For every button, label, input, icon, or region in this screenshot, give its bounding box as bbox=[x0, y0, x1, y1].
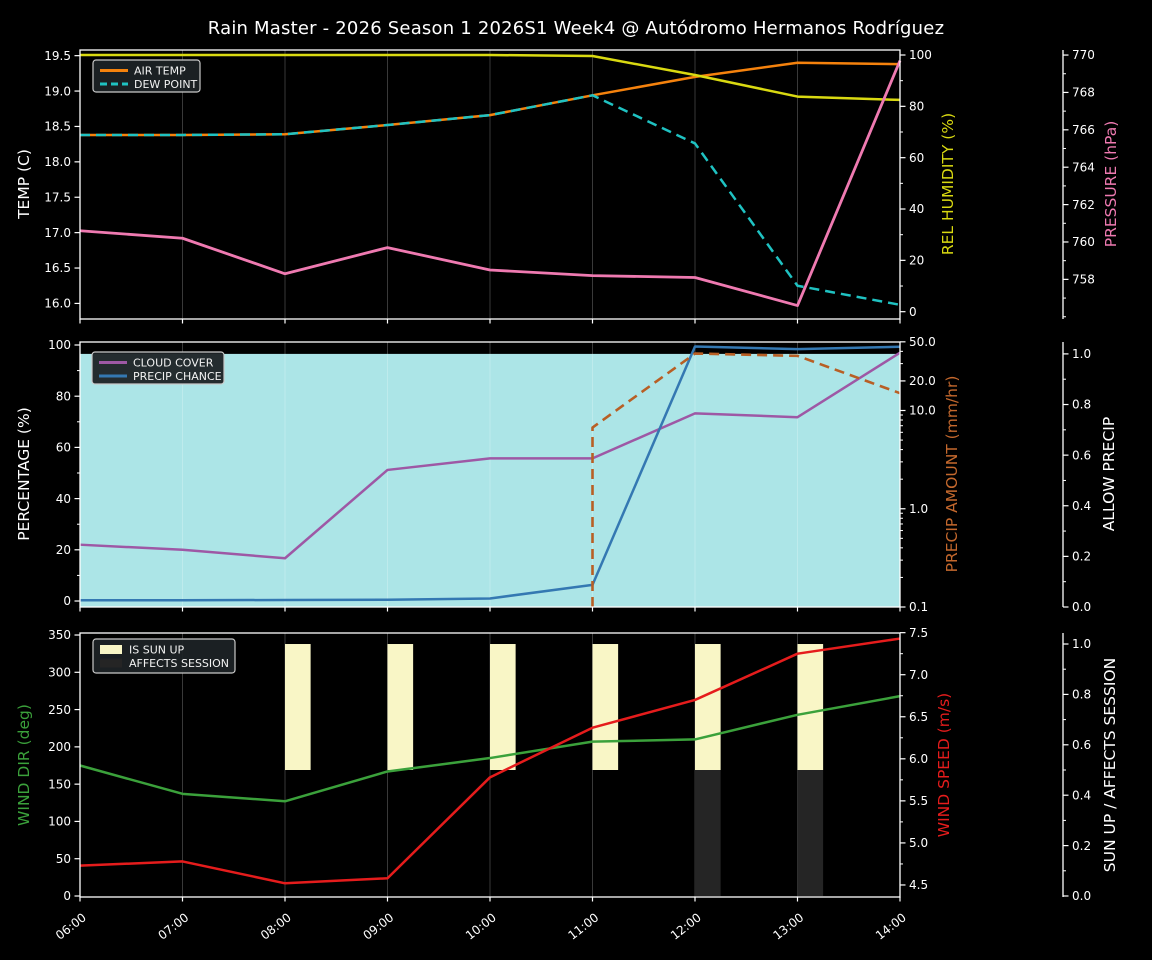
is-sun-up-bar bbox=[797, 644, 824, 771]
tick-label: 16.5 bbox=[44, 261, 71, 275]
tick-label: 40 bbox=[909, 202, 924, 216]
dew-point-line bbox=[80, 94, 901, 307]
allow-precip-region bbox=[80, 353, 900, 607]
is-sun-up-bar bbox=[490, 644, 516, 771]
cloud-cover-line bbox=[79, 351, 901, 560]
tick-label: 760 bbox=[1072, 235, 1095, 249]
pressure-line bbox=[79, 60, 902, 307]
tick-label: 10.0 bbox=[909, 404, 936, 418]
tick-label: 6.5 bbox=[909, 710, 928, 724]
tick-label: 0 bbox=[63, 889, 71, 903]
x-tick-label: 13:00 bbox=[770, 910, 806, 942]
is-sun-up-legend-swatch bbox=[100, 645, 122, 654]
tick-label: 764 bbox=[1072, 160, 1095, 174]
tick-label: 250 bbox=[48, 703, 71, 717]
is-sun-up-bar bbox=[285, 644, 311, 771]
tick-label: 18.0 bbox=[44, 155, 71, 169]
tick-label: 1.0 bbox=[1072, 347, 1091, 361]
tick-label: 4.5 bbox=[909, 878, 928, 892]
tick-label: 0.4 bbox=[1072, 499, 1091, 513]
tick-label: 762 bbox=[1072, 198, 1095, 212]
tick-label: 0.6 bbox=[1072, 738, 1091, 752]
tick-label: 766 bbox=[1072, 123, 1095, 137]
tick-label: 50 bbox=[56, 852, 71, 866]
x-tick-label: 08:00 bbox=[258, 910, 294, 942]
x-tick-label: 10:00 bbox=[463, 910, 499, 942]
tick-label: 0.1 bbox=[909, 600, 928, 614]
tick-label: 1.0 bbox=[909, 502, 928, 516]
precip-amount-line bbox=[591, 352, 901, 607]
tick-label: 0.8 bbox=[1072, 398, 1091, 412]
tick-label: 1.0 bbox=[1072, 637, 1091, 651]
is-sun-up-bar bbox=[592, 644, 619, 771]
tick-label: 7.5 bbox=[909, 626, 928, 640]
tick-label: 19.0 bbox=[44, 84, 71, 98]
tick-label: 16.0 bbox=[44, 297, 71, 311]
rel-humidity-line bbox=[80, 53, 901, 102]
air-temp-legend-label: AIR TEMP bbox=[134, 64, 186, 77]
tick-label: 60 bbox=[56, 441, 71, 455]
legend-box bbox=[92, 59, 201, 93]
x-tick-label: 14:00 bbox=[873, 910, 909, 942]
dew-point-legend-label: DEW POINT bbox=[134, 78, 198, 91]
tick-label: 5.5 bbox=[909, 794, 928, 808]
precip-chance-legend-label: PRECIP CHANCE bbox=[133, 370, 222, 383]
tick-label: 0.2 bbox=[1072, 839, 1091, 853]
x-tick-label: 12:00 bbox=[668, 910, 704, 942]
tick-label: 100 bbox=[909, 48, 932, 62]
wind-speed-line bbox=[79, 637, 901, 885]
affects-session-legend-swatch bbox=[100, 658, 122, 668]
tick-label: 758 bbox=[1072, 273, 1095, 287]
tick-label: 50.0 bbox=[909, 335, 936, 349]
tick-label: 19.5 bbox=[44, 49, 71, 63]
tick-label: 0.4 bbox=[1072, 788, 1091, 802]
x-tick-label: 07:00 bbox=[155, 910, 191, 942]
tick-label: 20 bbox=[909, 254, 924, 268]
tick-label: 20.0 bbox=[909, 374, 936, 388]
tick-label: 80 bbox=[56, 389, 71, 403]
tick-label: 0.0 bbox=[1072, 889, 1091, 903]
tick-label: 0 bbox=[63, 594, 71, 608]
tick-label: 200 bbox=[48, 740, 71, 754]
tick-label: 770 bbox=[1072, 48, 1095, 62]
x-tick-label: 09:00 bbox=[360, 910, 396, 942]
affects-session-bar bbox=[797, 770, 824, 896]
tick-label: 20 bbox=[56, 543, 71, 557]
is-sun-up-legend-label: IS SUN UP bbox=[129, 643, 185, 656]
tick-label: 100 bbox=[48, 815, 71, 829]
tick-label: 0.8 bbox=[1072, 688, 1091, 702]
tick-label: 80 bbox=[909, 100, 924, 114]
tick-label: 0.0 bbox=[1072, 600, 1091, 614]
legend-box bbox=[92, 638, 236, 674]
tick-label: 5.0 bbox=[909, 836, 928, 850]
tick-label: 100 bbox=[48, 338, 71, 352]
cloud-cover-legend-label: CLOUD COVER bbox=[133, 356, 214, 369]
tick-label: 0 bbox=[909, 305, 917, 319]
tick-label: 150 bbox=[48, 777, 71, 791]
tick-label: 7.0 bbox=[909, 668, 928, 682]
affects-session-bar bbox=[695, 770, 721, 896]
is-sun-up-bar bbox=[695, 644, 721, 771]
wind-dir-line bbox=[79, 694, 901, 803]
tick-label: 300 bbox=[48, 665, 71, 679]
x-tick-label: 11:00 bbox=[565, 910, 601, 942]
tick-label: 6.0 bbox=[909, 752, 928, 766]
is-sun-up-bar bbox=[387, 644, 414, 771]
x-tick-label: 06:00 bbox=[53, 910, 89, 942]
chart-title: Rain Master - 2026 Season 1 2026S1 Week4… bbox=[207, 18, 945, 39]
precip-chance-line bbox=[80, 345, 901, 602]
tick-label: 0.6 bbox=[1072, 448, 1091, 462]
tick-label: 17.0 bbox=[44, 226, 71, 240]
tick-label: 0.2 bbox=[1072, 550, 1091, 564]
tick-label: 350 bbox=[48, 628, 71, 642]
affects-session-legend-label: AFFECTS SESSION bbox=[129, 657, 229, 670]
tick-label: 40 bbox=[56, 492, 71, 506]
tick-label: 17.5 bbox=[44, 190, 71, 204]
tick-label: 60 bbox=[909, 151, 924, 165]
tick-label: 768 bbox=[1072, 86, 1095, 100]
tick-label: 18.5 bbox=[44, 120, 71, 134]
